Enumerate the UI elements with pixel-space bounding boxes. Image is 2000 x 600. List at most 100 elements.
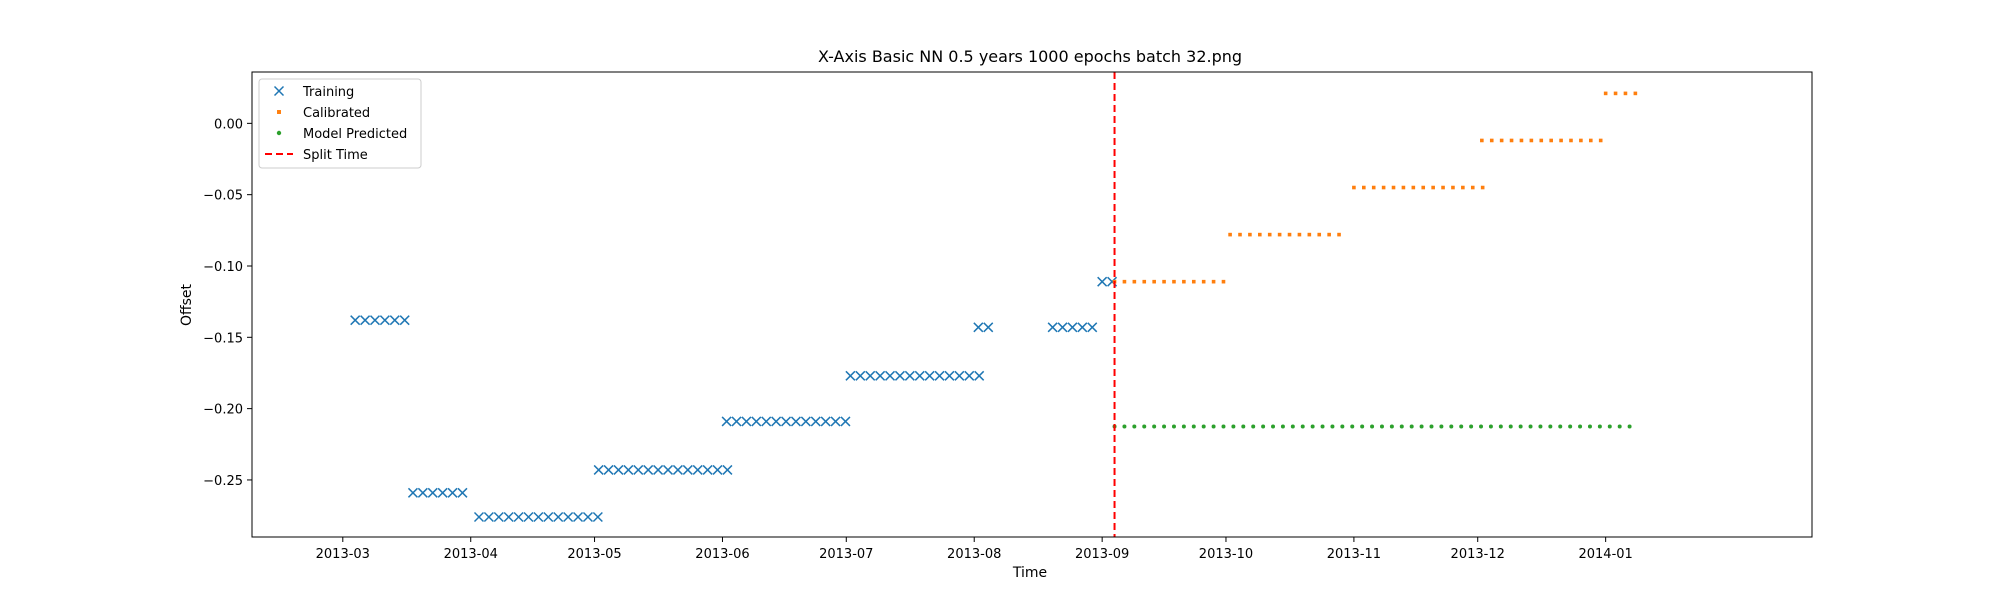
calibrated-point: [1579, 138, 1583, 143]
model-predicted-point: [1568, 424, 1573, 429]
model-predicted-point: [1488, 424, 1493, 429]
model-predicted-point: [1191, 424, 1196, 429]
legend-box: [258, 78, 422, 169]
model-predicted-point: [1340, 424, 1345, 429]
training-point: [845, 370, 856, 381]
legend-model-predicted-swatch: [276, 130, 282, 136]
training-point: [810, 416, 821, 427]
training-point: [1067, 322, 1078, 333]
model-predicted-point: [1617, 424, 1622, 429]
calibrated-point: [1277, 232, 1282, 237]
model-predicted-point: [1350, 424, 1355, 429]
calibrated-point: [1182, 279, 1186, 284]
model-predicted-point: [1419, 424, 1424, 429]
y-tick-label: −0.25: [203, 474, 243, 489]
training-point: [731, 416, 742, 427]
x-tick-label: 2013-07: [819, 547, 873, 562]
calibrated-point: [1633, 91, 1638, 96]
model-predicted-point: [1320, 424, 1325, 429]
model-predicted-point: [1518, 424, 1523, 429]
x-tick-label: 2013-03: [316, 547, 370, 562]
training-point: [483, 512, 494, 523]
legend-label-model-predicted: Model Predicted: [303, 127, 407, 142]
training-point: [573, 512, 584, 523]
x-tick-label: 2013-05: [567, 547, 621, 562]
training-point: [593, 464, 604, 475]
y-tick-label: −0.05: [203, 189, 243, 204]
training-point: [447, 487, 458, 498]
calibrated-point: [1172, 279, 1176, 284]
training-point: [350, 315, 361, 326]
calibrated-point: [1529, 138, 1534, 143]
model-predicted-point: [1578, 424, 1583, 429]
x-tick-label: 2013-10: [1199, 547, 1253, 562]
calibrated-point: [1258, 232, 1262, 237]
calibrated-point: [1317, 232, 1322, 237]
training-point: [457, 487, 468, 498]
training-point: [840, 416, 851, 427]
training-point: [563, 512, 574, 523]
training-point: [493, 512, 504, 523]
model-predicted-point: [1241, 424, 1246, 429]
training-point: [582, 512, 593, 523]
model-predicted-point: [1399, 424, 1404, 429]
training-point: [973, 322, 984, 333]
model-predicted-point: [1379, 424, 1384, 429]
training-point: [904, 370, 915, 381]
calibrated-point: [1191, 279, 1196, 284]
calibrated-point: [1287, 232, 1292, 237]
model-predicted-point: [1508, 424, 1513, 429]
calibrated-point: [1431, 185, 1435, 190]
x-tick-label: 2013-12: [1451, 547, 1505, 562]
training-point: [662, 464, 674, 475]
training-point: [533, 512, 544, 523]
calibrated-point: [1162, 279, 1166, 284]
training-point: [944, 370, 955, 381]
training-point: [751, 416, 762, 427]
training-point: [553, 512, 564, 523]
calibrated-point: [1381, 185, 1386, 190]
training-point: [914, 370, 925, 381]
model-predicted-point: [1370, 424, 1375, 429]
training-point: [1047, 322, 1058, 333]
model-predicted-point: [1528, 424, 1533, 429]
model-predicted-point: [1498, 424, 1503, 429]
training-point: [643, 464, 654, 475]
training-point: [682, 464, 693, 475]
calibrated-point: [1297, 232, 1302, 237]
training-point: [623, 464, 634, 475]
calibrated-point: [1142, 279, 1147, 284]
model-predicted-point: [1201, 424, 1206, 429]
model-predicted-point: [1231, 424, 1236, 429]
calibrated-point: [1411, 185, 1416, 190]
model-predicted-point: [1449, 424, 1454, 429]
model-predicted-point: [1251, 424, 1256, 429]
training-point: [954, 370, 965, 381]
legend-label-split-time: Split Time: [303, 148, 368, 163]
x-axis-label: Time: [1012, 565, 1047, 581]
calibrated-point: [1421, 185, 1426, 190]
training-point: [934, 370, 945, 381]
x-tick-label: 2014-01: [1578, 547, 1632, 562]
model-predicted-point: [1211, 424, 1216, 429]
training-point: [875, 370, 886, 381]
calibrated-point: [1327, 232, 1331, 237]
legend-label-training: Training: [302, 85, 354, 100]
model-predicted-point: [1587, 424, 1592, 429]
calibrated-point: [1211, 279, 1216, 284]
training-point: [592, 512, 603, 523]
training-point: [1057, 322, 1068, 333]
model-predicted-point: [1548, 424, 1553, 429]
calibrated-point: [1352, 185, 1356, 190]
model-predicted-point: [1221, 424, 1226, 429]
model-predicted-point: [1152, 424, 1157, 429]
calibrated-point: [1337, 232, 1341, 237]
model-predicted-point: [1330, 424, 1335, 429]
model-predicted-point: [1459, 424, 1464, 429]
training-point: [603, 464, 614, 475]
calibrated-point: [1480, 138, 1484, 143]
calibrated-point: [1461, 185, 1465, 190]
calibrated-point: [1519, 138, 1524, 143]
calibrated-point: [1371, 185, 1376, 190]
x-tick-label: 2013-06: [695, 547, 749, 562]
